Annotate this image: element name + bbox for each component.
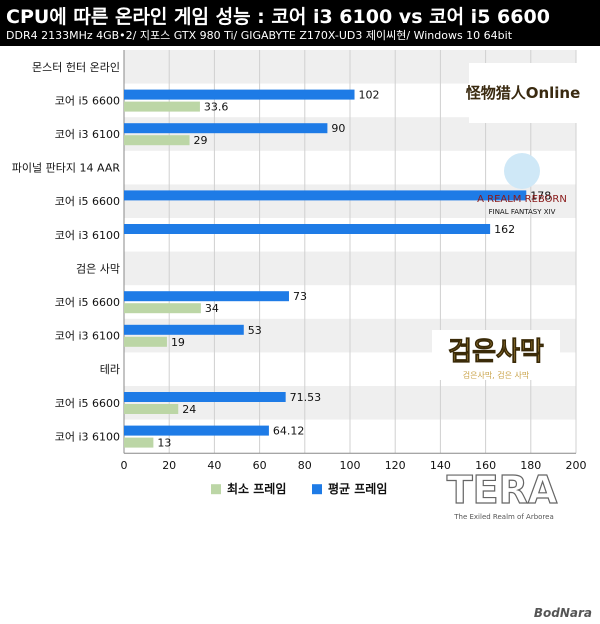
- x-tick-label: 80: [298, 459, 312, 472]
- legend-average-label: 평균 프레임: [328, 481, 387, 496]
- legend-average-swatch: [312, 484, 322, 495]
- bar-chart: 0 20 40 60 80 100 120 140 160 180 200 몬스터 헌터 온라인코어 …: [12, 50, 587, 521]
- game-group-label: 테라: [100, 363, 120, 376]
- average-frame-bar: [124, 190, 527, 201]
- average-frame-bar: [124, 324, 244, 335]
- average-frame-bar: [124, 392, 286, 402]
- minimum-frame-bar: [124, 303, 201, 314]
- minimum-frame-value: 13: [157, 437, 171, 450]
- game-group-label: 몬스터 헌터 온라인: [32, 61, 120, 74]
- minimum-frame-bar: [124, 135, 190, 146]
- monster-hunter-logo-text: 怪物猎人Online: [466, 84, 581, 102]
- average-frame-value: 102: [359, 89, 380, 102]
- final-fantasy-logo-line2: FINAL FANTASY XIV: [489, 208, 556, 216]
- cpu-row-label: 코어 i5 6600: [55, 296, 120, 309]
- minimum-frame-value: 33.6: [204, 101, 229, 114]
- cpu-row-label: 코어 i3 6100: [55, 229, 120, 242]
- x-tick-label: 120: [385, 459, 406, 472]
- chart-header: CPU에 따른 온라인 게임 성능 : 코어 i3 6100 vs 코어 i5 …: [0, 0, 600, 46]
- minimum-frame-value: 24: [182, 403, 196, 416]
- average-frame-value: 53: [248, 324, 262, 337]
- game-group-label: 파이널 판타지 14 AAR: [12, 162, 121, 175]
- x-tick-label: 20: [162, 459, 176, 472]
- x-tick-label: 0: [121, 459, 128, 472]
- average-frame-value: 178: [530, 189, 551, 202]
- x-tick-label: 100: [340, 459, 361, 472]
- chart-title: CPU에 따른 온라인 게임 성능 : 코어 i3 6100 vs 코어 i5 …: [6, 6, 550, 28]
- legend-minimum-label: 최소 프레임: [227, 481, 286, 496]
- minimum-frame-bar: [124, 101, 200, 112]
- minimum-frame-bar: [124, 404, 179, 414]
- minimum-frame-value: 34: [205, 302, 219, 315]
- cpu-row-label: 코어 i3 6100: [55, 128, 120, 141]
- x-tick-label: 180: [520, 459, 541, 472]
- game-group-label: 검은 사막: [76, 262, 120, 275]
- black-desert-logo: [432, 330, 560, 380]
- final-fantasy-crystal-icon: [504, 153, 540, 189]
- black-desert-logo-subtext: 검은사막, 검은 사막: [463, 370, 530, 380]
- average-frame-bar: [124, 224, 491, 234]
- black-desert-logo-text: 검은사막: [448, 337, 544, 367]
- average-frame-bar: [124, 89, 355, 100]
- average-frame-value: 71.53: [290, 391, 322, 404]
- monster-hunter-logo: [469, 63, 577, 123]
- average-frame-value: 64.12: [273, 425, 305, 438]
- cpu-row-label: 코어 i5 6600: [55, 94, 120, 107]
- cpu-row-label: 코어 i3 6100: [55, 330, 120, 343]
- cpu-row-label: 코어 i5 6600: [55, 397, 120, 410]
- minimum-frame-value: 19: [171, 336, 185, 349]
- minimum-frame-value: 29: [194, 134, 208, 147]
- x-tick-label: 160: [475, 459, 496, 472]
- average-frame-value: 73: [293, 290, 307, 303]
- average-frame-bar: [124, 425, 269, 436]
- x-tick-label: 40: [207, 459, 221, 472]
- bodnara-watermark: BodNara: [533, 606, 592, 620]
- average-frame-bar: [124, 123, 328, 134]
- tera-logo-subtext: The Exiled Realm of Arborea: [453, 513, 554, 521]
- x-tick-label: 200: [566, 459, 587, 472]
- x-tick-label: 140: [430, 459, 451, 472]
- legend-minimum-swatch: [211, 484, 221, 495]
- tera-logo-text: TERA: [447, 468, 558, 512]
- x-tick-label: 60: [253, 459, 267, 472]
- average-frame-value: 162: [494, 223, 515, 236]
- cpu-row-label: 코어 i5 6600: [55, 195, 120, 208]
- minimum-frame-bar: [124, 336, 167, 347]
- minimum-frame-bar: [124, 437, 154, 448]
- cpu-row-label: 코어 i3 6100: [55, 430, 120, 443]
- chart-subtitle: DDR4 2133MHz 4GB•2/ 지포스 GTX 980 Ti/ GIGA…: [6, 29, 513, 42]
- average-frame-bar: [124, 291, 289, 302]
- final-fantasy-logo-line1: A REALM REBORN: [477, 194, 567, 205]
- average-frame-value: 90: [331, 122, 345, 135]
